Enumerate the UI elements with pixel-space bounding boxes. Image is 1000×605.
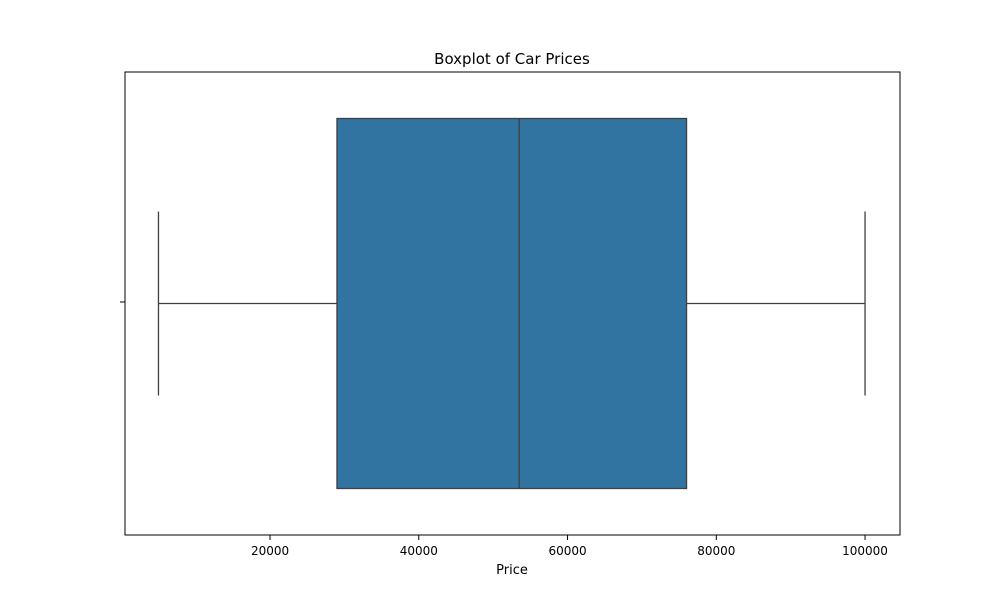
plot-layer [157, 117, 866, 490]
x-axis-label: Price [496, 563, 528, 578]
x-tick-label: 20000 [251, 544, 289, 558]
x-tick-label: 80000 [697, 544, 735, 558]
chart-title: Boxplot of Car Prices [434, 50, 590, 68]
interquartile-box [336, 117, 688, 490]
x-axis-ticks: 20000 40000 60000 80000 100000 [251, 535, 888, 558]
x-tick-label: 40000 [400, 544, 438, 558]
x-tick-label: 60000 [548, 544, 586, 558]
x-tick-label: 100000 [842, 544, 888, 558]
plot-frame [124, 71, 901, 536]
